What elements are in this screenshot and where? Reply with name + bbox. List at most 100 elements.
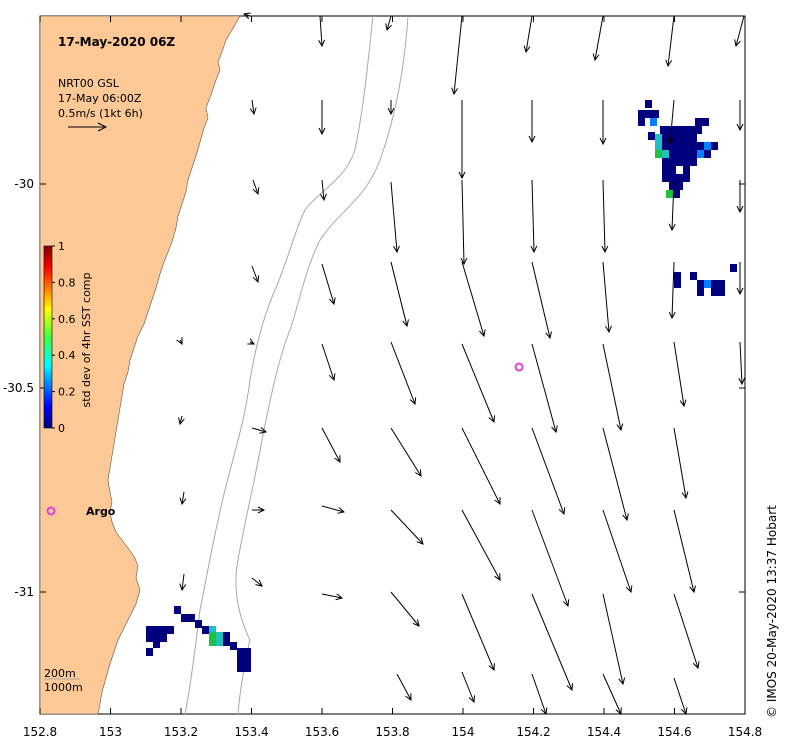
current-arrowhead (667, 137, 674, 146)
sst-cell (660, 126, 667, 134)
sst-cell (676, 150, 683, 158)
current-arrowhead (551, 425, 558, 434)
sst-cell (695, 126, 702, 134)
current-arrow (531, 343, 557, 433)
current-arrow (739, 341, 743, 385)
sst-cell (153, 640, 160, 648)
sst-cell (697, 288, 704, 296)
sst-cell (683, 166, 690, 174)
current-arrow (673, 341, 685, 407)
current-arrow (179, 415, 183, 425)
current-arrow (390, 341, 416, 405)
sst-cell (697, 280, 704, 288)
current-arrowhead (540, 707, 548, 716)
current-arrow (673, 677, 687, 715)
current-arrowhead (616, 423, 624, 432)
current-arrowhead (255, 579, 263, 587)
sst-cell (146, 634, 153, 642)
current-arrowhead (335, 593, 344, 601)
sst-cell (690, 142, 697, 150)
x-tick-label: 153.2 (164, 725, 198, 739)
current-arrowhead (393, 245, 400, 254)
sst-cell (638, 110, 645, 118)
sst-cell (645, 110, 652, 118)
current-arrowhead (530, 245, 538, 254)
current-arrowhead (252, 187, 260, 196)
current-arrow (386, 15, 392, 31)
current-arrowhead (679, 399, 687, 408)
colorbar-label: std dev of 4hr SST comp (80, 272, 93, 407)
current-arrowhead (460, 257, 468, 266)
current-arrowhead (488, 663, 495, 672)
current-arrowhead (409, 397, 417, 406)
sst-cell (209, 638, 216, 646)
current-arrowhead (257, 506, 266, 514)
sst-cell (683, 142, 690, 150)
sst-cell (209, 626, 216, 634)
current-arrowhead (681, 491, 689, 500)
sst-cell (669, 158, 676, 166)
current-arrow (667, 15, 675, 67)
current-arrowhead (738, 377, 746, 386)
current-arrow (602, 509, 632, 593)
current-arrowhead (337, 507, 346, 514)
sst-cell (683, 158, 690, 166)
sst-cell (160, 634, 167, 642)
sst-cell (244, 648, 251, 656)
current-arrowhead (494, 573, 501, 581)
sst-cell (676, 174, 683, 182)
sst-cell (690, 134, 697, 142)
current-arrowhead (622, 513, 629, 522)
sst-cell (662, 158, 669, 166)
current-arrow (673, 509, 695, 593)
y-tick-label: -30 (14, 177, 34, 191)
colorbar-tick-label: 0 (58, 422, 65, 435)
current-arrow (594, 15, 604, 61)
sst-cell (669, 174, 676, 182)
current-arrowhead (736, 123, 744, 132)
current-arrow (251, 99, 255, 115)
current-arrowhead (178, 417, 185, 426)
sst-cell (676, 182, 683, 190)
sst-cell (669, 182, 676, 190)
y-tick-label: -31 (14, 585, 34, 599)
sst-cell (648, 132, 655, 140)
current-arrow (531, 261, 551, 339)
current-arrowhead (318, 39, 326, 48)
current-arrow (673, 593, 699, 669)
colorbar-tick-label: 1 (58, 240, 65, 253)
current-arrowhead (242, 12, 251, 20)
current-arrowhead (528, 135, 536, 144)
current-arrowhead (468, 695, 476, 704)
current-arrowhead (385, 23, 392, 32)
current-arrow (321, 343, 335, 381)
current-arrowhead (545, 331, 553, 340)
sst-cell (683, 134, 690, 142)
sst-cell (153, 626, 160, 634)
current-arrow (602, 343, 622, 431)
current-arrowhead (319, 193, 327, 202)
current-arrowhead (689, 585, 696, 594)
current-arrow (321, 593, 343, 599)
current-arrow (252, 179, 259, 195)
current-arrow (531, 509, 569, 607)
x-tick-label: 154.8 (728, 725, 762, 739)
depth-legend-1000m: 1000m (44, 681, 83, 694)
current-arrowhead (249, 107, 257, 116)
current-arrow (669, 99, 675, 145)
sst-cell (704, 150, 711, 158)
current-arrow (390, 427, 422, 477)
argo-label: Argo (86, 505, 116, 518)
current-arrow (735, 15, 745, 47)
sst-cell (650, 118, 657, 126)
current-arrowhead (566, 683, 573, 692)
current-arrow (461, 343, 495, 423)
sst-cell (645, 100, 652, 108)
sst-cell (146, 648, 153, 656)
current-arrowhead (592, 53, 600, 62)
x-tick-label: 154.2 (516, 725, 550, 739)
sst-cell (704, 142, 711, 150)
land-coastline (39, 15, 241, 715)
sst-cell (188, 614, 195, 622)
